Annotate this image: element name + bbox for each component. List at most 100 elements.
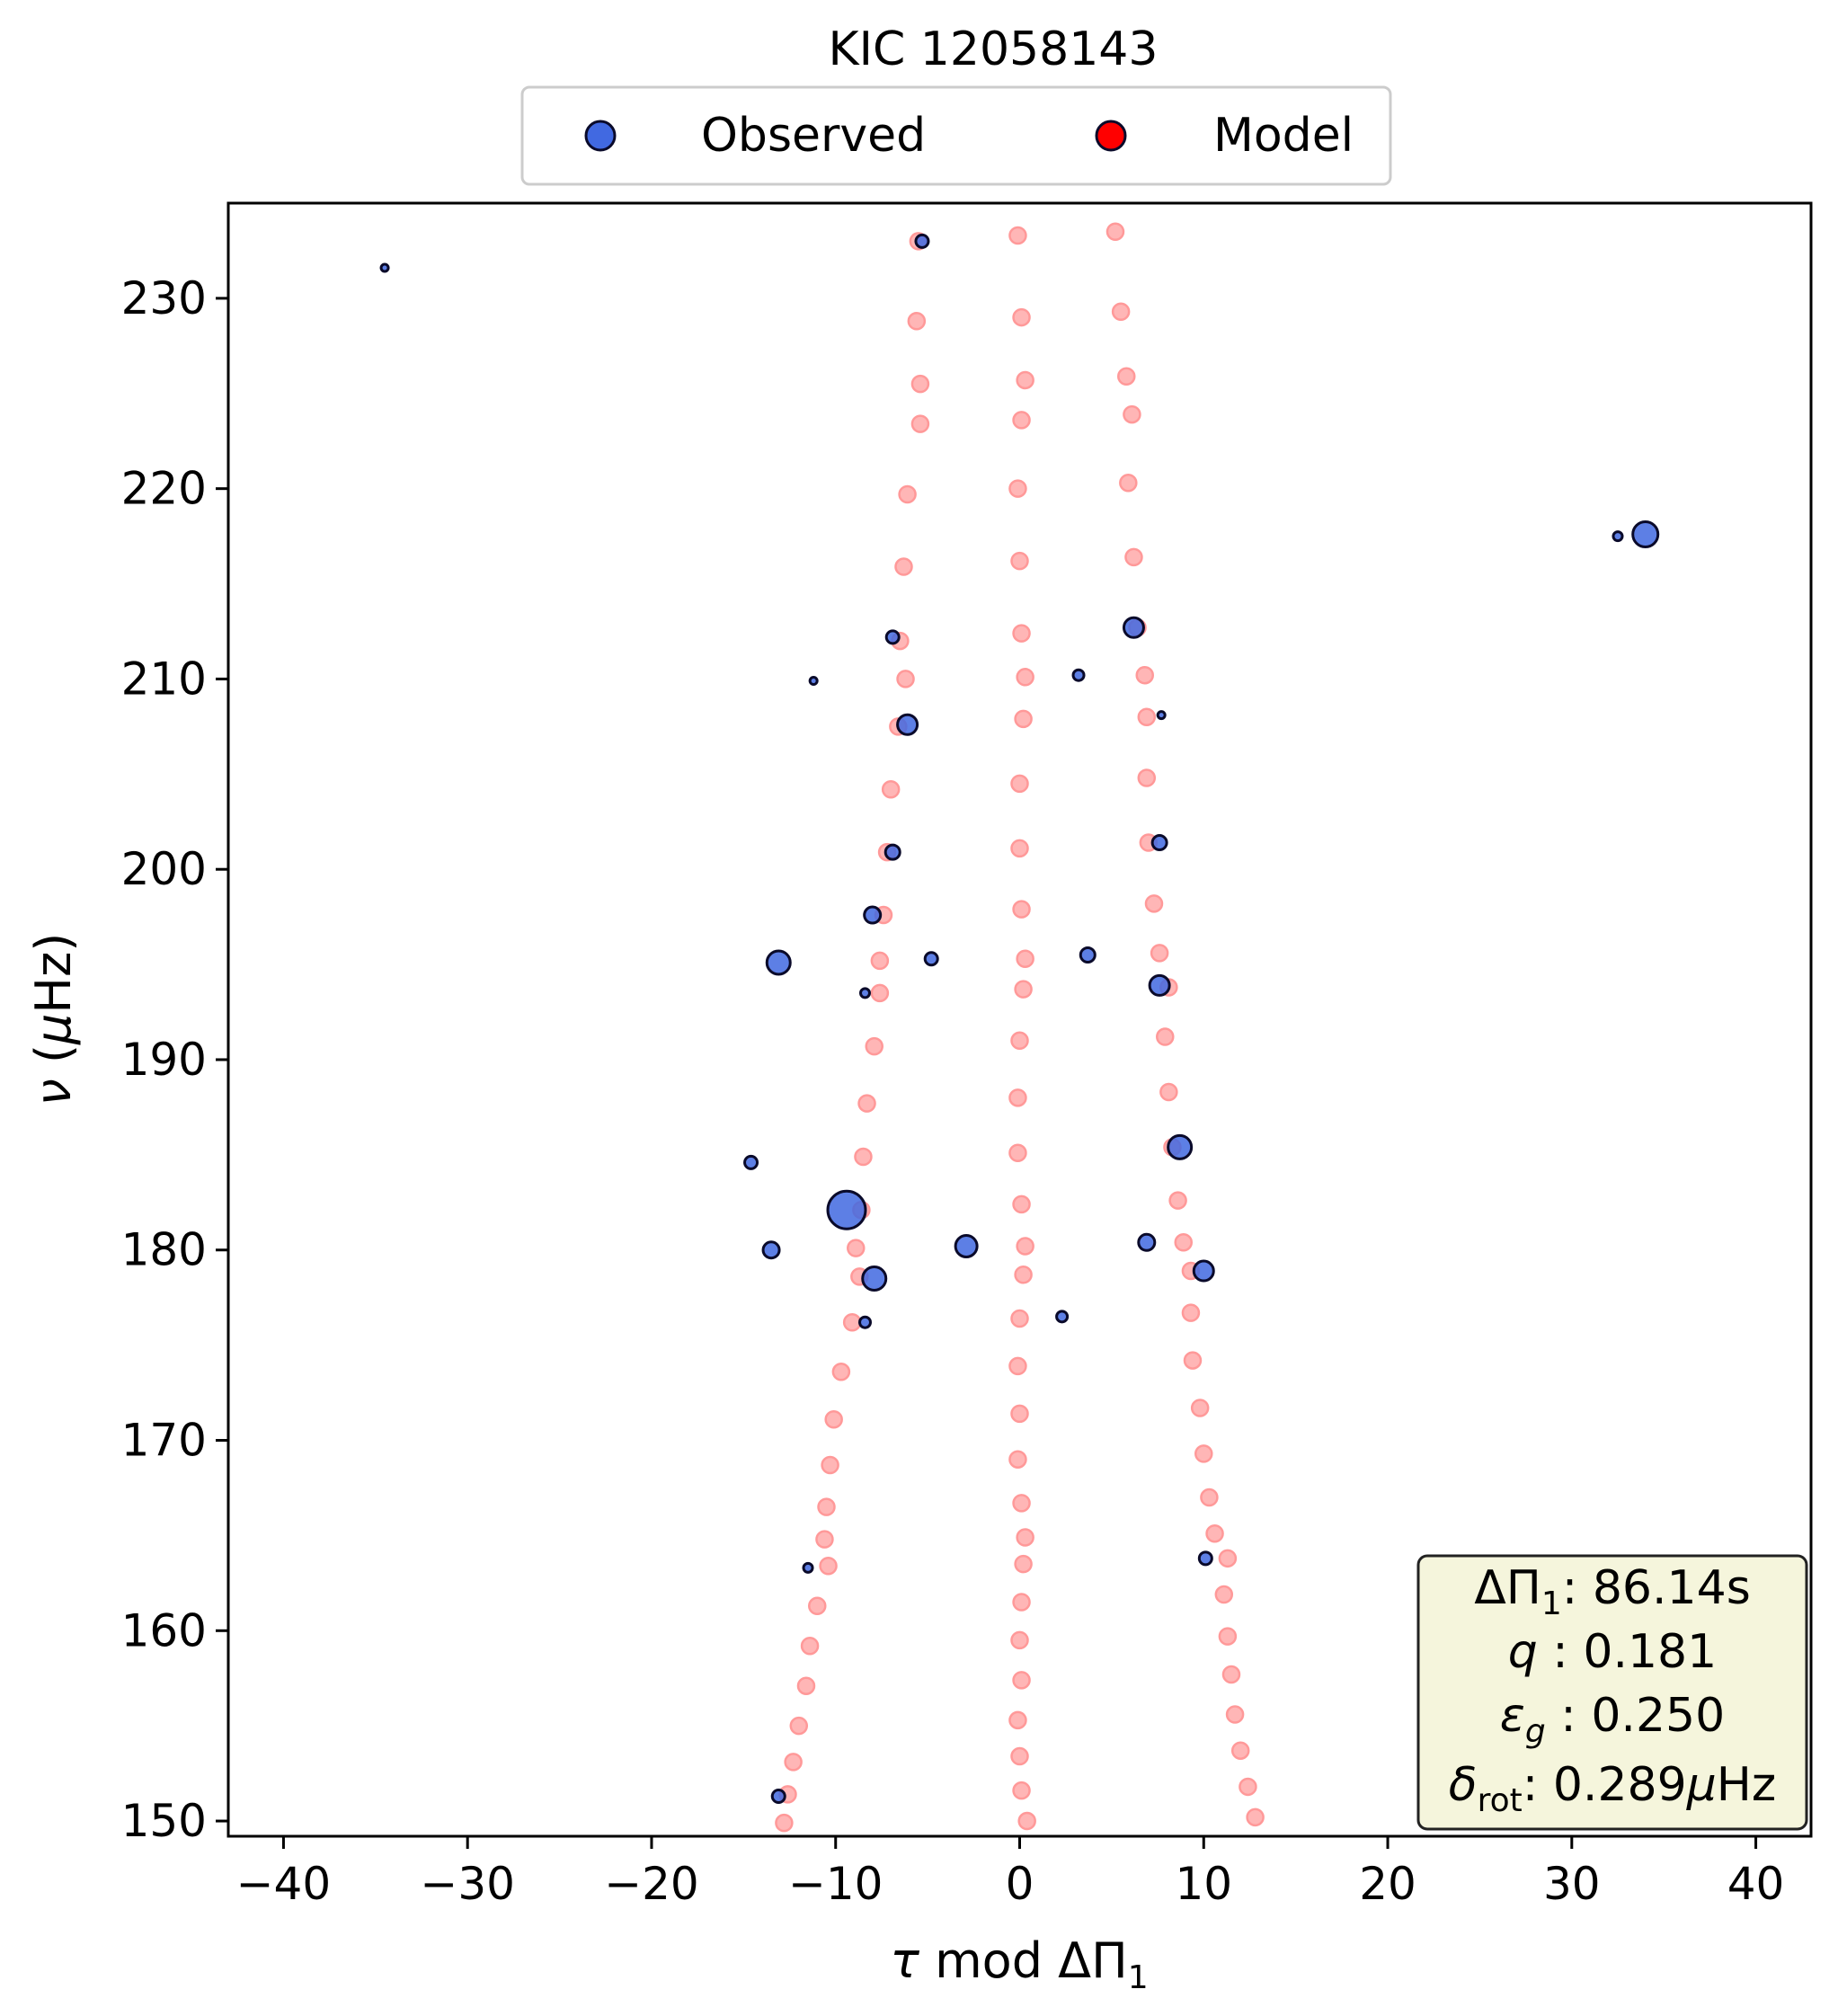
- x-tick-label: −40: [236, 1858, 332, 1910]
- model-point: [1016, 949, 1034, 968]
- model-point: [1012, 307, 1031, 327]
- model-point: [1010, 774, 1029, 794]
- model-point: [1008, 1143, 1027, 1162]
- observed-point: [896, 713, 919, 736]
- model-point: [1194, 1444, 1213, 1463]
- model-point: [1010, 1031, 1029, 1051]
- info-box: ΔΠ1: 86.14s q : 0.181 εg : 0.250 δrot: 0…: [1416, 1554, 1808, 1831]
- model-point: [796, 1676, 816, 1695]
- info-delta-rot: δrot: 0.289μHz: [1449, 1758, 1776, 1819]
- observed-point: [884, 629, 901, 645]
- model-point: [1010, 839, 1029, 858]
- model-point: [1008, 226, 1027, 245]
- model-point: [1012, 1593, 1031, 1612]
- x-tick-label: 10: [1175, 1858, 1232, 1910]
- observed-series: [379, 233, 1660, 1805]
- observed-point: [1055, 1310, 1070, 1324]
- model-point: [1150, 944, 1169, 963]
- model-point: [1239, 1777, 1257, 1797]
- model-point: [881, 780, 901, 799]
- y-tick-label: 170: [121, 1415, 207, 1467]
- observed-point: [954, 1234, 979, 1259]
- model-point: [1008, 1356, 1027, 1376]
- model-point: [857, 1094, 876, 1113]
- observed-point: [914, 233, 930, 249]
- observed-point: [802, 1561, 814, 1574]
- model-point: [870, 983, 890, 1003]
- model-point: [1014, 980, 1033, 999]
- model-point: [821, 1455, 839, 1475]
- x-tick-label: 40: [1727, 1858, 1785, 1910]
- model-point: [1123, 404, 1141, 424]
- model-point: [817, 1497, 836, 1516]
- observed-point: [1071, 668, 1086, 682]
- model-point: [1014, 1554, 1033, 1574]
- legend-frame: [520, 85, 1392, 186]
- model-point: [1014, 709, 1033, 729]
- model-point: [865, 1036, 883, 1056]
- model-point: [1221, 1665, 1241, 1684]
- x-tick-label: 0: [1006, 1858, 1034, 1910]
- model-point: [1200, 1488, 1219, 1507]
- model-point: [1218, 1627, 1238, 1646]
- x-axis-label: τ mod ΔΠ1: [890, 1932, 1148, 1996]
- y-tick-label: 230: [121, 272, 207, 324]
- y-tick-label: 200: [121, 843, 207, 895]
- y-tick-label: 160: [121, 1604, 207, 1656]
- model-point: [1225, 1705, 1245, 1724]
- model-point: [1218, 1549, 1238, 1568]
- model-point: [800, 1636, 820, 1656]
- legend-marker-observed: [584, 120, 617, 152]
- model-point: [1214, 1585, 1234, 1604]
- model-point: [819, 1557, 838, 1576]
- y-tick-label: 150: [121, 1795, 207, 1847]
- model-point: [1010, 1746, 1029, 1766]
- model-point: [1174, 1233, 1193, 1252]
- model-point: [1159, 1082, 1178, 1102]
- model-series: [775, 222, 1265, 1833]
- model-point: [1016, 1528, 1034, 1547]
- observed-point: [923, 951, 939, 967]
- model-point: [1012, 411, 1031, 430]
- observed-point: [743, 1154, 759, 1170]
- y-tick-label: 210: [121, 653, 207, 705]
- observed-point: [1612, 530, 1624, 543]
- y-tick-label: 190: [121, 1034, 207, 1086]
- model-point: [1137, 768, 1157, 787]
- observed-point: [883, 843, 901, 861]
- observed-point: [861, 1266, 888, 1292]
- y-tick-label: 220: [121, 463, 207, 515]
- chart-title: KIC 12058143: [829, 22, 1159, 76]
- model-point: [1144, 894, 1164, 913]
- model-point: [1010, 1630, 1029, 1650]
- model-point: [1135, 665, 1154, 685]
- observed-point: [1122, 616, 1145, 639]
- model-point: [1008, 1450, 1027, 1469]
- info-box-frame: [1416, 1554, 1808, 1831]
- x-tick-label: 20: [1359, 1858, 1416, 1910]
- y-axis-label: ν (μHz): [25, 933, 82, 1106]
- observed-point: [808, 676, 819, 687]
- legend-marker-model: [1095, 120, 1127, 152]
- model-point: [1190, 1399, 1210, 1417]
- observed-point: [1150, 834, 1168, 852]
- model-point: [831, 1363, 851, 1381]
- info-epsilon-g: εg : 0.250: [1500, 1689, 1725, 1750]
- model-point: [1008, 1710, 1027, 1730]
- observed-point: [761, 1240, 781, 1260]
- observed-point: [379, 262, 390, 273]
- model-point: [1183, 1351, 1203, 1370]
- model-point: [1181, 1303, 1201, 1322]
- model-point: [910, 414, 930, 433]
- observed-point: [826, 1189, 867, 1230]
- model-point: [1012, 900, 1031, 919]
- observed-point: [770, 1789, 786, 1805]
- model-point: [789, 1716, 809, 1736]
- model-point: [1168, 1191, 1187, 1210]
- model-point: [1010, 1309, 1029, 1328]
- model-point: [1008, 1088, 1027, 1107]
- model-point: [1230, 1741, 1250, 1760]
- x-tick-label: −10: [788, 1858, 883, 1910]
- model-point: [1012, 1671, 1031, 1690]
